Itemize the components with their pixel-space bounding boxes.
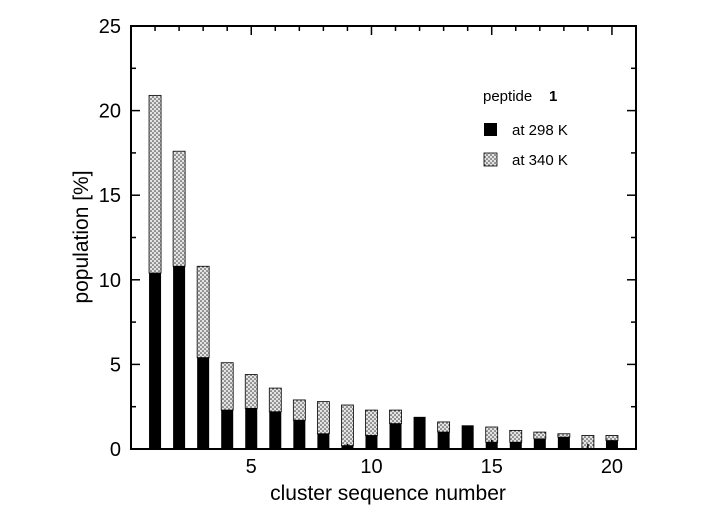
bar-298k-12 (413, 416, 426, 449)
bar-340k-10 (365, 409, 378, 436)
legend-title-number: 1 (549, 88, 557, 105)
bar-340k-16 (509, 429, 523, 443)
bar-340k-6 (268, 387, 282, 413)
bars-layer (148, 94, 619, 450)
y-axis-label: population [%] (70, 170, 93, 303)
ticks-layer: 0 5 10 15 20 25 5 10 15 20 (99, 16, 636, 478)
bar-298k-3 (197, 357, 210, 449)
y-tick-label: 20 (99, 101, 121, 123)
bar-298k-8 (317, 433, 330, 449)
bar-298k-2 (173, 266, 186, 449)
y-tick-label: 5 (110, 354, 121, 376)
bar-298k-5 (245, 408, 258, 449)
y-tick-label: 15 (99, 185, 121, 207)
bar-340k-20 (605, 435, 619, 441)
legend-label-298k: at 298 K (512, 122, 568, 139)
bar-340k-4 (220, 362, 234, 411)
bar-298k-17 (533, 438, 546, 449)
bar-340k-3 (196, 265, 210, 359)
legend-swatch-298k (484, 123, 497, 136)
bar-340k-11 (389, 409, 402, 425)
bar-298k-6 (269, 411, 282, 449)
bar-298k-4 (221, 410, 234, 449)
x-tick-label: 15 (481, 456, 503, 478)
legend-label-340k: at 340 K (512, 152, 568, 169)
bar-340k-15 (485, 426, 499, 443)
x-axis-label: cluster sequence number (270, 482, 506, 505)
y-tick-label: 10 (99, 270, 121, 292)
bar-340k-18 (557, 433, 571, 438)
bar-340k-17 (533, 431, 547, 440)
bar-340k-8 (316, 401, 330, 435)
legend-swatch-340k (483, 152, 498, 167)
bar-340k-13 (437, 421, 451, 433)
bar-340k-5 (244, 374, 258, 409)
legend-title: peptide (483, 88, 532, 105)
legend: peptide 1 at 298 K at 340 K (483, 88, 568, 169)
bar-298k-1 (149, 273, 162, 449)
bar-298k-11 (389, 423, 402, 449)
bar-298k-7 (293, 420, 306, 449)
bar-298k-13 (437, 432, 450, 449)
y-tick-label: 25 (99, 16, 121, 38)
bar-340k-2 (172, 150, 186, 267)
x-tick-label: 20 (601, 456, 623, 478)
bar-340k-1 (148, 94, 162, 274)
bar-340k-9 (341, 404, 354, 447)
bar-298k-18 (557, 437, 570, 449)
x-tick-label: 5 (246, 456, 257, 478)
x-tick-label: 10 (360, 456, 382, 478)
bar-340k-7 (292, 399, 306, 421)
y-tick-label: 0 (110, 439, 121, 461)
bar-298k-14 (461, 425, 474, 449)
